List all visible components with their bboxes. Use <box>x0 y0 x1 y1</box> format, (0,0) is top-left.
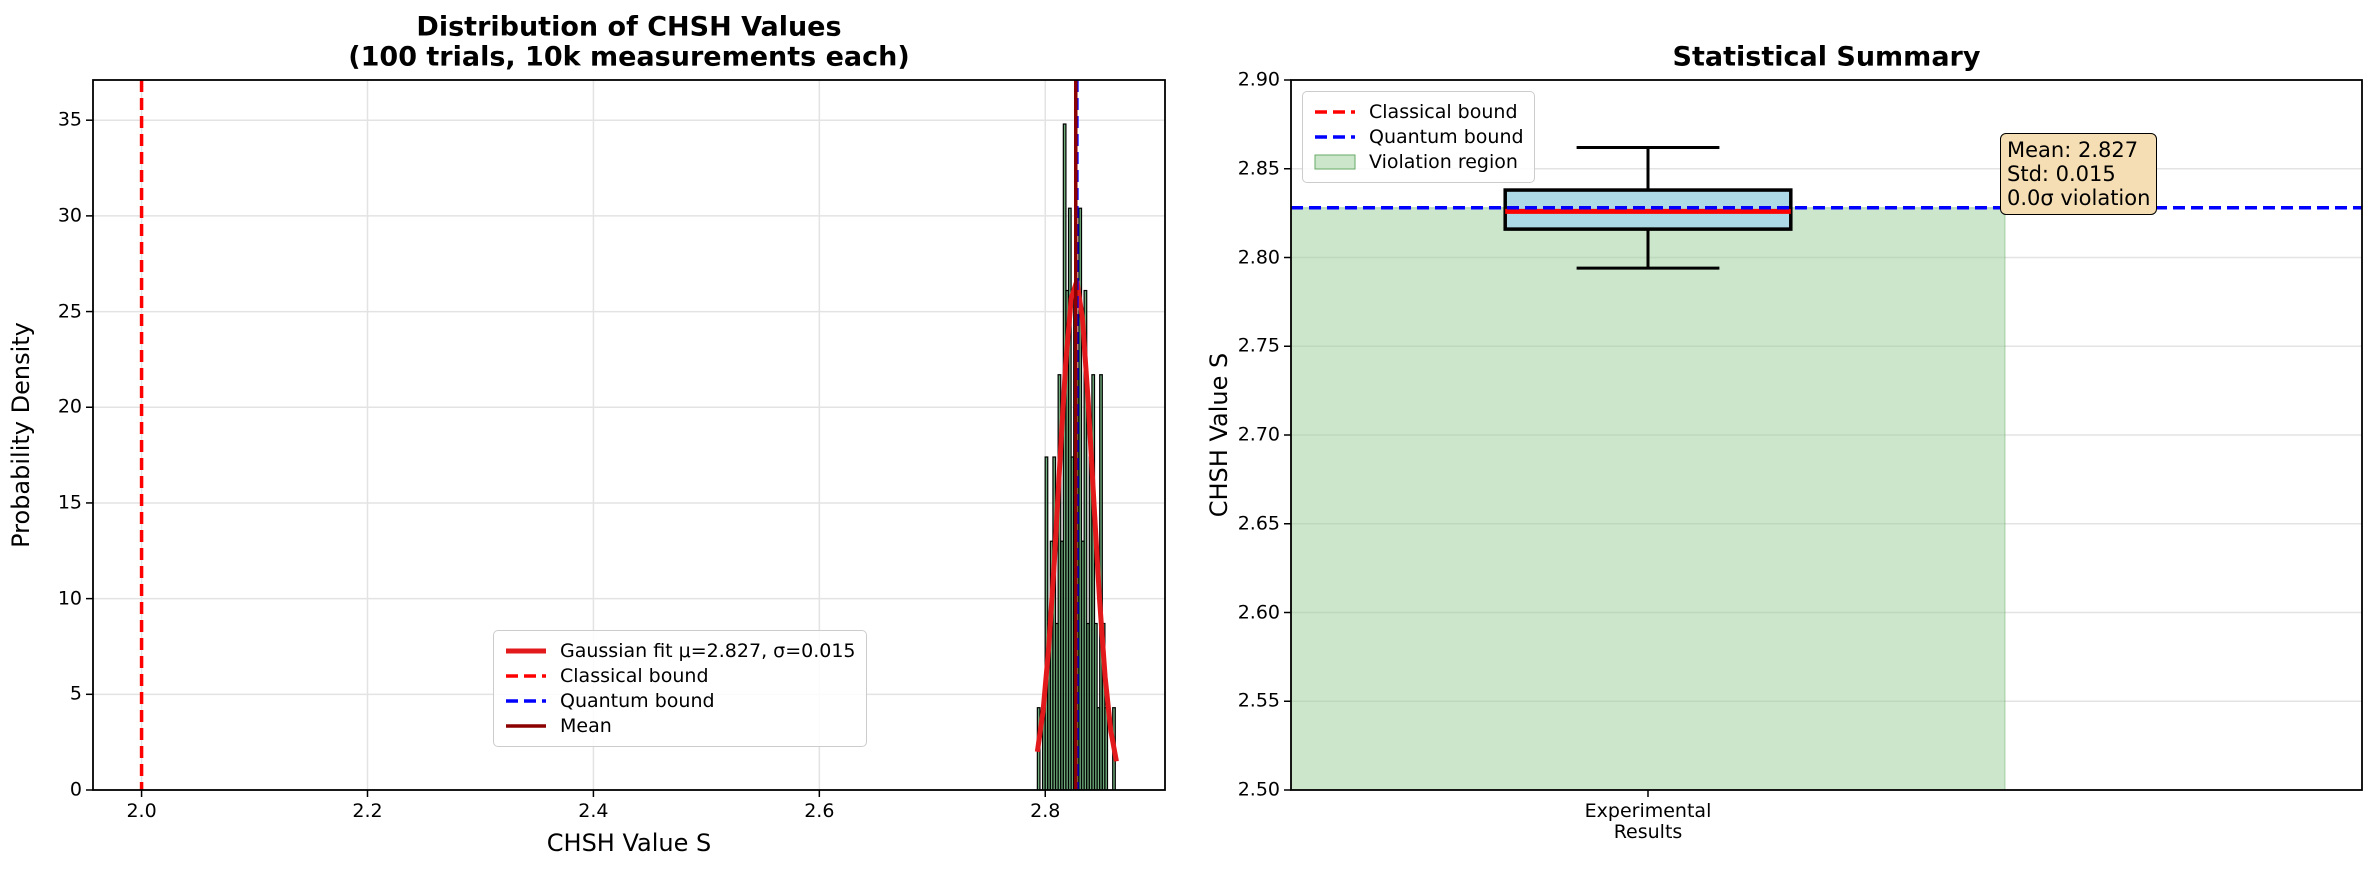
histogram-bar <box>1091 374 1096 790</box>
y-tick-label: 25 <box>57 300 82 323</box>
legend: Gaussian fit μ=2.827, σ=0.015 Classical b… <box>493 630 867 747</box>
legend-entry: Quantum bound <box>504 690 856 712</box>
legend-entry: Classical bound <box>1313 101 1524 123</box>
legend: Classical bound Quantum bound Violation re… <box>1302 91 1535 183</box>
legend-swatch <box>506 724 546 728</box>
histogram-bar <box>1104 707 1109 790</box>
legend-swatch <box>506 699 546 703</box>
axes-frame <box>92 79 1166 791</box>
y-tick-label: 2.55 <box>1237 689 1280 712</box>
x-tick-label: 2.2 <box>352 800 383 822</box>
x-tick-label: 2.4 <box>578 800 609 822</box>
x-axis-label: CHSH Value S <box>546 829 712 857</box>
plot-area <box>93 80 1165 790</box>
y-tick-label: 2.75 <box>1237 334 1280 357</box>
y-axis-label: CHSH Value S <box>1204 352 1233 518</box>
legend-swatch <box>506 674 546 678</box>
y-tick-label: 2.65 <box>1237 512 1280 535</box>
axes-frame <box>1290 79 2363 791</box>
legend-patch <box>1314 154 1356 170</box>
legend-swatch <box>1315 110 1355 114</box>
chart-title: Statistical Summary <box>1672 41 1981 73</box>
legend-swatch <box>506 648 546 654</box>
x-tick-label: Experimental Results <box>1584 800 1712 843</box>
y-tick-label: 0 <box>69 778 82 801</box>
legend-label: Mean <box>560 715 612 737</box>
y-tick-label: 2.60 <box>1237 601 1280 624</box>
y-tick-label: 2.70 <box>1237 423 1280 446</box>
y-tick-label: 2.90 <box>1237 68 1280 91</box>
legend-entry: Quantum bound <box>1313 126 1524 148</box>
histogram-bar <box>1083 289 1088 790</box>
legend-swatch <box>1315 135 1355 139</box>
x-tick-label: 2.0 <box>126 800 157 822</box>
y-tick-label: 2.80 <box>1237 246 1280 269</box>
legend-entry: Classical bound <box>504 665 856 687</box>
y-tick-label: 20 <box>57 395 82 418</box>
legend-label: Gaussian fit μ=2.827, σ=0.015 <box>560 640 856 662</box>
y-axis-label: Probability Density <box>6 322 35 548</box>
y-tick-label: 15 <box>57 491 82 514</box>
y-tick-label: 35 <box>57 108 82 131</box>
y-tick-label: 2.85 <box>1237 157 1280 180</box>
y-tick-label: 2.50 <box>1237 778 1280 801</box>
histogram-bar <box>1078 207 1083 790</box>
legend-entry: Mean <box>504 715 856 737</box>
y-tick-label: 10 <box>57 587 82 610</box>
y-tick-label: 30 <box>57 204 82 227</box>
violation-region <box>1291 207 2006 790</box>
legend-label: Quantum bound <box>1369 126 1524 148</box>
legend-swatch <box>1314 154 1356 170</box>
plot-area <box>1291 80 2362 790</box>
legend-label: Classical bound <box>1369 101 1518 123</box>
chart-title: Distribution of CHSH Values (100 trials,… <box>348 11 910 73</box>
legend-entry: Violation region <box>1313 151 1524 173</box>
legend-label: Quantum bound <box>560 690 715 712</box>
x-tick-label: 2.6 <box>804 800 835 822</box>
legend-entry: Gaussian fit μ=2.827, σ=0.015 <box>504 640 856 662</box>
annotation: Mean: 2.827 Std: 0.015 0.0σ violation <box>2000 133 2158 216</box>
x-tick-label: 2.8 <box>1030 800 1061 822</box>
legend-label: Classical bound <box>560 665 709 687</box>
legend-label: Violation region <box>1369 151 1518 173</box>
y-tick-label: 5 <box>69 682 82 705</box>
